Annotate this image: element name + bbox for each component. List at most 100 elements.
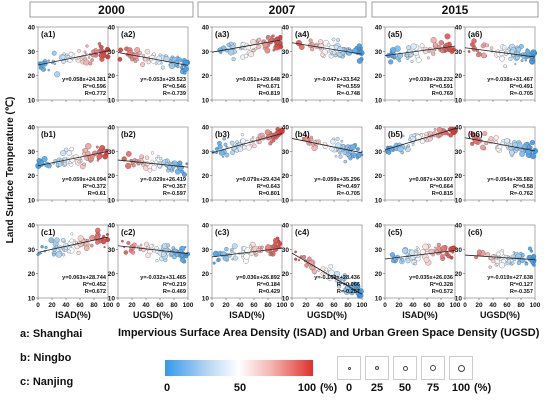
regression-line [464,254,536,261]
point-group [295,37,365,64]
y-tick-label: 10 [282,296,290,303]
data-point [295,40,302,47]
data-point [531,253,537,259]
regression-line [37,50,109,66]
data-point [185,251,191,257]
data-point [409,249,415,256]
regression-equation: y=0.039x+28.232 [409,77,453,83]
data-point [467,50,471,53]
point-group [212,236,283,265]
data-point [304,263,309,268]
data-point [525,56,529,59]
data-point [64,246,68,250]
data-point [252,143,257,149]
y-tick-label: 40 [202,223,210,230]
x-tick-label: 40 [236,302,244,309]
y-tick-label: 30 [202,49,210,56]
regression-equation: y=0.063x+28.744 [62,275,107,281]
data-point [254,252,257,255]
size-legend-box-75 [421,356,445,380]
data-point [476,249,482,255]
data-point [272,48,276,52]
data-point [328,263,334,269]
x-axis-title: ISAD(%) [55,310,91,320]
data-point [301,254,307,260]
y-tick-label: 30 [108,149,116,156]
regression-equation: y=0.035x+26.036 [409,275,453,281]
r-squared-label: R²=0.357 [163,183,186,190]
y-axis-title: Land Surface Temperature (℃) [5,97,16,244]
x-tick-label: 80 [437,302,445,309]
r-label: R=0.61 [88,191,106,197]
data-point [339,277,343,281]
data-point [424,132,429,136]
panel-label: (c3) [215,228,230,237]
scatter-panel: 10 20 30 40 (a1) y=0.058x+24.381R²=0.596R=0.7… [28,25,111,105]
data-point [117,56,123,62]
y-tick-label: 40 [108,125,116,132]
data-point [400,258,405,262]
data-point [251,49,255,52]
y-tick-label: 30 [282,149,290,156]
data-point [515,46,522,53]
data-point [154,246,159,251]
y-tick-label: 10 [108,198,116,205]
data-point [130,250,136,255]
data-point [126,241,131,245]
data-point [139,154,144,159]
data-point [95,240,100,245]
r-label: R=-0.357 [510,289,533,295]
y-tick-label: 40 [282,25,290,32]
y-tick-label: 20 [202,173,210,180]
data-point [338,154,343,159]
data-point [54,71,61,78]
y-tick-label: 30 [455,149,463,156]
year-header-label: 2007 [269,3,296,17]
data-point [159,156,163,161]
y-tick-label: 20 [108,173,116,180]
regression-line [384,45,456,57]
data-point [433,127,437,131]
regression-line [291,252,363,295]
data-point [268,141,273,146]
data-point [144,48,151,55]
data-point [220,251,227,258]
data-point [311,269,317,275]
data-point [60,150,66,156]
regression-equation: y=-0.059x+35.296 [314,177,360,183]
data-point [334,279,338,283]
data-point [176,65,180,69]
data-point [405,53,409,58]
data-point [397,145,404,153]
data-point [336,38,340,42]
data-point [231,57,236,62]
colorbar-tick-100: 100 [297,382,317,394]
data-point [270,35,274,38]
data-point [401,134,405,138]
x-tick-label: 40 [316,302,324,309]
y-tick-label: 30 [108,247,116,254]
data-point [525,48,531,54]
data-point [175,252,179,257]
data-point [133,59,138,64]
data-point [144,155,150,160]
scatter-panel: 10 20 30 40 (b4) y=-0.059x+35.296R²=0.497R=-0… [282,125,364,205]
data-point [527,144,531,149]
data-point [278,35,283,40]
data-point [318,39,324,45]
r-squared-label: R²=0.643 [257,183,280,190]
data-point [438,49,441,52]
data-point [450,246,455,251]
r-squared-label: R²=0.671 [257,83,280,90]
data-point [150,151,155,155]
data-point [99,56,105,62]
data-point [512,251,516,254]
data-point [410,43,417,50]
regression-line [117,159,189,168]
data-point [358,47,361,51]
data-point [514,63,517,66]
size-legend-dot [402,365,408,371]
data-point [297,258,301,262]
panel-label: (c6) [468,228,483,237]
